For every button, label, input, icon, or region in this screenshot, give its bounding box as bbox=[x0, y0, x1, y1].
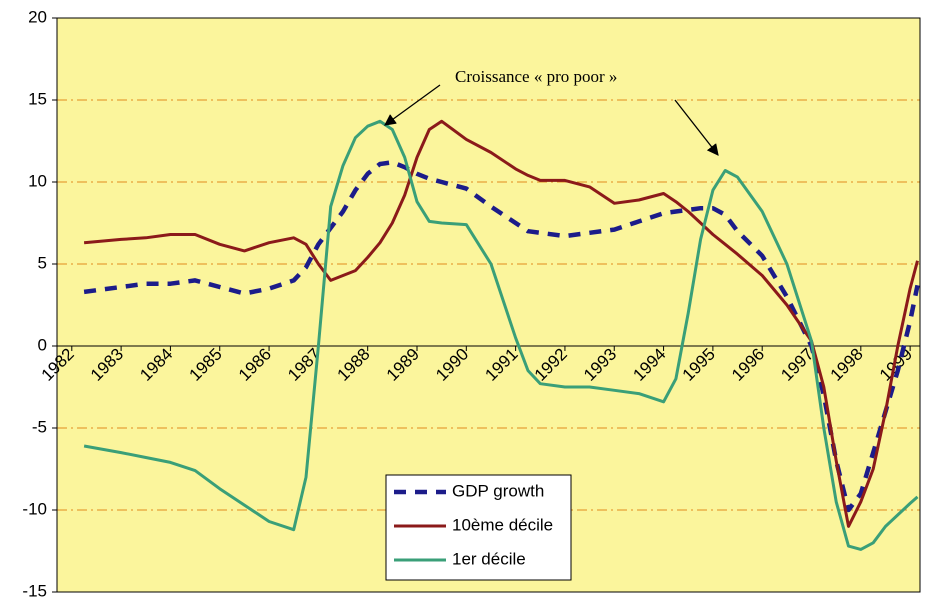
y-tick-label: 10 bbox=[28, 171, 47, 190]
y-tick-label: 20 bbox=[28, 7, 47, 26]
y-tick-label: 5 bbox=[38, 253, 47, 272]
series-line bbox=[83, 119, 919, 528]
y-tick-label: 0 bbox=[38, 335, 47, 354]
legend-label: 1er décile bbox=[452, 549, 526, 568]
legend-label: 10ème décile bbox=[452, 515, 553, 534]
annotation: Croissance « pro poor » bbox=[455, 67, 617, 86]
series-line bbox=[83, 119, 919, 551]
plot-border bbox=[56, 17, 921, 593]
y-tick-label: 15 bbox=[28, 89, 47, 108]
legend-label: GDP growth bbox=[452, 481, 544, 500]
series-line bbox=[83, 160, 920, 513]
y-tick-label: -10 bbox=[22, 499, 47, 518]
y-tick-label: -15 bbox=[22, 581, 47, 600]
y-tick-label: -5 bbox=[32, 417, 47, 436]
arrow bbox=[674, 99, 719, 156]
arrow bbox=[384, 84, 441, 126]
legend: GDP growth 10ème décile 1er décile bbox=[385, 474, 572, 581]
